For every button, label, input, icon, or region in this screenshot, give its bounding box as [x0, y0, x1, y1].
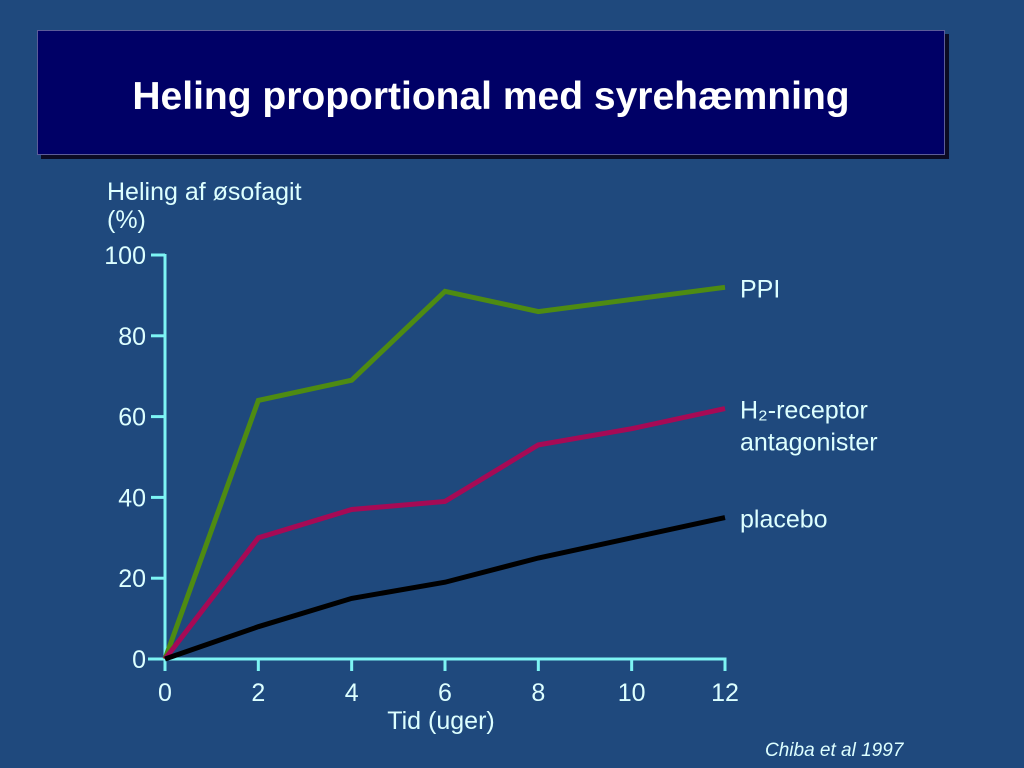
x-tick-label: 10	[618, 679, 646, 707]
y-tick-label: 40	[118, 484, 146, 512]
series-label-ppi: PPI	[740, 275, 780, 303]
x-axis-title: Tid (uger)	[387, 707, 494, 735]
x-tick-label: 2	[251, 679, 265, 707]
y-tick-label: 20	[118, 565, 146, 593]
slide-title: Heling proportional med syrehæmning	[132, 74, 850, 118]
y-tick-label: 0	[132, 646, 146, 674]
axes: 0 20 40 60 80 100 0 2 4 6 8 10 12	[104, 242, 739, 707]
y-axis-title: Heling af øsofagit (%)	[107, 178, 302, 234]
x-tick-label: 8	[531, 679, 545, 707]
x-tick-label: 4	[345, 679, 359, 707]
series-lines	[162, 284, 726, 662]
x-tick-label: 12	[711, 679, 739, 707]
series-label-h-receptor-antagonister: H₂-receptor antagonister	[740, 397, 878, 457]
citation: Chiba et al 1997	[765, 740, 904, 761]
series-line-h-receptor-antagonister	[163, 406, 726, 661]
x-tick-label: 6	[438, 679, 452, 707]
x-tick-label: 0	[158, 679, 172, 707]
series-line-placebo	[164, 515, 726, 662]
title-box: Heling proportional med syrehæmning	[37, 30, 945, 155]
series-line-ppi	[162, 284, 726, 660]
y-tick-label: 60	[118, 404, 146, 432]
series-label-placebo: placebo	[740, 506, 828, 534]
series-labels: PPI H₂-receptor antagonister placebo	[740, 275, 878, 533]
y-tick-label: 80	[118, 323, 146, 351]
y-tick-label: 100	[104, 242, 146, 270]
